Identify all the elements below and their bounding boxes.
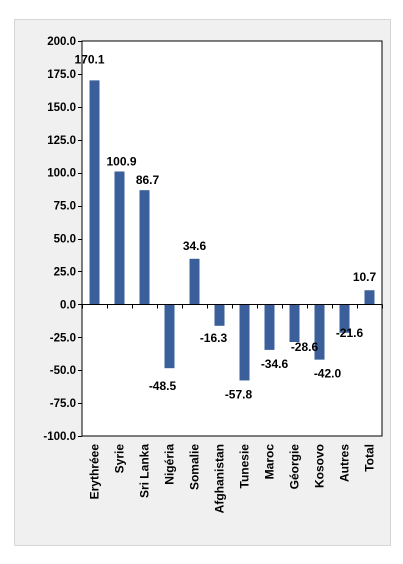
data-label: 100.9 — [106, 154, 136, 168]
y-tick-label: -25.0 — [50, 332, 76, 344]
bars — [89, 80, 375, 381]
data-label: -16.3 — [200, 331, 228, 345]
data-label: 86.7 — [136, 173, 160, 187]
data-label: -28.6 — [291, 340, 319, 354]
category-label: Somalie — [188, 444, 202, 490]
data-label: -42.0 — [314, 367, 342, 381]
data-label: 10.7 — [353, 270, 377, 284]
bar — [289, 304, 300, 342]
y-tick-label: 125.0 — [47, 135, 76, 147]
data-labels: 170.1100.986.7-48.534.6-16.3-57.8-34.6-2… — [74, 52, 376, 401]
bar — [114, 171, 125, 305]
category-labels: Erythréee Syrie Sri Lanka Nigéria Somalie Afg… — [88, 444, 377, 514]
y-tick-label: 150.0 — [47, 102, 76, 114]
y-tick-label: 0.0 — [60, 299, 76, 311]
data-label: -57.8 — [225, 387, 253, 401]
data-label: -34.6 — [261, 357, 289, 371]
y-tick-labels: 200.0 175.0 150.0 125.0 100.0 75.0 50.0 25.0 0.0… — [43, 36, 76, 443]
y-tick-label: 100.0 — [47, 168, 76, 180]
category-label: Tunesie — [238, 444, 252, 489]
y-tick-label: -100.0 — [43, 431, 76, 443]
y-tick-label: 200.0 — [47, 36, 76, 48]
bar — [139, 190, 150, 305]
bar — [264, 304, 275, 350]
plot-area — [81, 40, 383, 437]
category-label: Erythréee — [88, 444, 102, 500]
data-label: -48.5 — [149, 379, 177, 393]
y-tick-label: 50.0 — [54, 234, 76, 246]
data-label: 34.6 — [183, 239, 207, 253]
bar — [164, 304, 175, 369]
y-tick-label: 25.0 — [54, 266, 76, 278]
data-label: -21.6 — [336, 326, 364, 340]
category-label: Sri Lanka — [138, 444, 152, 498]
category-label: Syrie — [113, 444, 127, 474]
bar — [314, 304, 325, 360]
bar — [239, 304, 250, 381]
category-label: Kosovo — [313, 444, 327, 488]
bar — [89, 80, 100, 305]
y-tick-label: -75.0 — [50, 398, 76, 410]
category-label: Nigéria — [163, 444, 177, 485]
category-label: Afghanistan — [213, 444, 227, 513]
category-label: Géorgie — [288, 444, 302, 490]
y-tick-label: 175.0 — [47, 69, 76, 81]
bar — [189, 258, 200, 305]
category-label: Autres — [338, 444, 352, 482]
bar — [214, 304, 225, 326]
bar — [364, 290, 375, 305]
bar — [339, 304, 350, 333]
y-tick-label: -50.0 — [50, 365, 76, 377]
axes — [78, 41, 383, 437]
y-tick-label: 75.0 — [54, 201, 76, 213]
data-label: 170.1 — [74, 52, 104, 66]
category-label: Maroc — [263, 444, 277, 480]
plot-background — [81, 40, 383, 437]
category-label: Total — [363, 444, 377, 472]
